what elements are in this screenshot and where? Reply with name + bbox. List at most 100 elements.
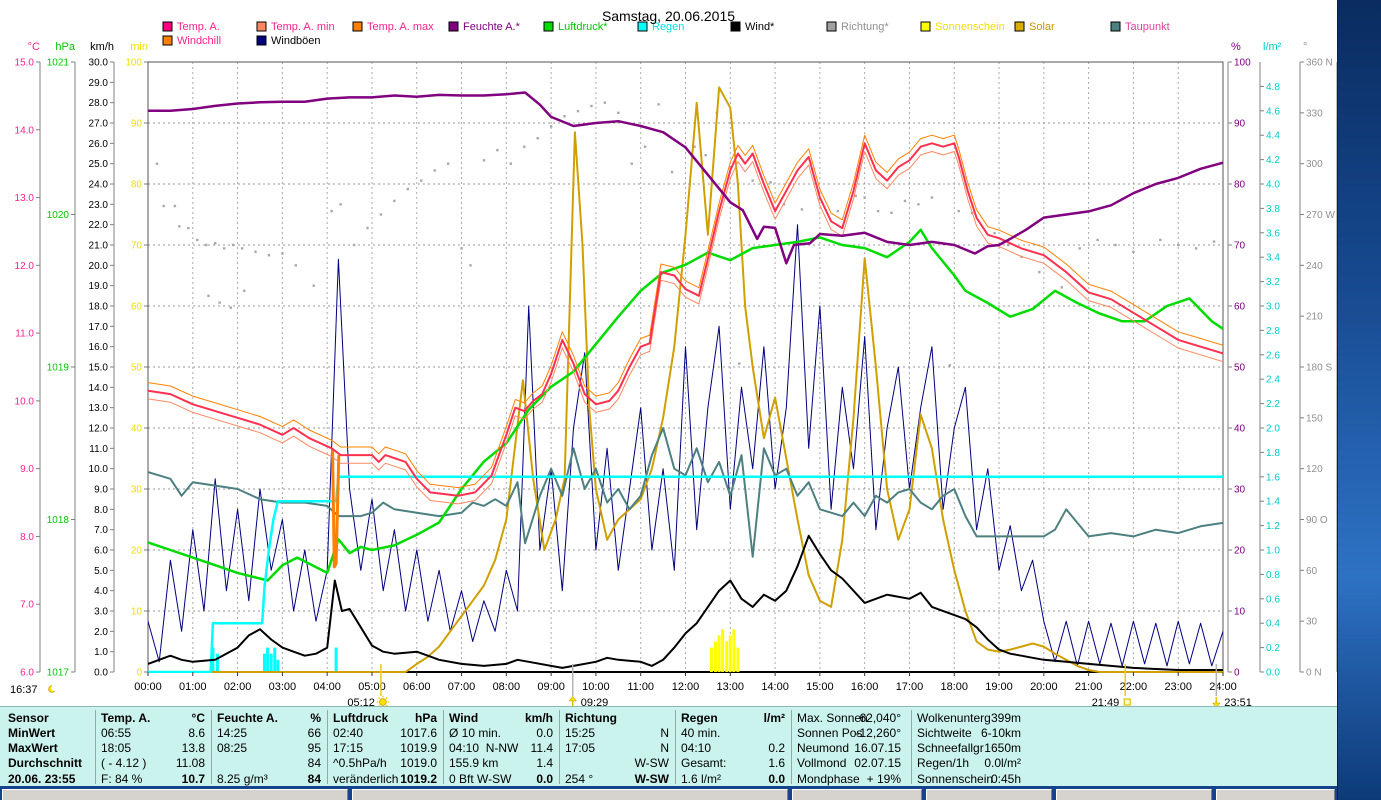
axis-tick-label: 30 xyxy=(1306,617,1318,628)
table-value: 11.4 xyxy=(530,741,553,755)
axis-tick-label: 210 xyxy=(1306,312,1323,323)
axis-tick-label: 7.0 xyxy=(94,525,108,536)
legend-label: Temp. A. min xyxy=(271,21,335,33)
x-tick-label: 07:00 xyxy=(448,681,476,693)
x-tick-label: 15:00 xyxy=(806,681,834,693)
series-Windböen xyxy=(148,224,1223,667)
axis-unit-tempC: °C xyxy=(28,41,40,53)
table-value: + 19% xyxy=(866,772,901,786)
x-tick-label: 22:00 xyxy=(1120,681,1148,693)
table-value-label: Gesamt: xyxy=(681,756,727,770)
statistics-table: Sensor MinWert MaxWert Durchschnitt 20.06. 2… xyxy=(0,706,1337,787)
legend-swatch-Temp. A. max xyxy=(352,21,363,32)
marker-time-label: 05:12 xyxy=(347,697,375,706)
axis-tick-label: 13.0 xyxy=(15,193,35,204)
axis-tick-label: 1019 xyxy=(47,363,70,374)
axis-tick-label: 0.0 xyxy=(94,668,108,679)
table-separator xyxy=(443,710,444,784)
marker-time-label: 21:49 xyxy=(1092,697,1120,706)
table-col-header: Temp. A. xyxy=(101,711,151,725)
legend-label: Windchill xyxy=(177,35,221,47)
status-bar-segment-5 xyxy=(1216,789,1335,800)
axis-tick-label: 20 xyxy=(1234,546,1246,557)
axis-tick-label: 10 xyxy=(1234,607,1246,618)
axis-tick-label: 0.8 xyxy=(1266,570,1280,581)
axis-tick-label: 80 xyxy=(1234,180,1246,191)
axis-tick-label: 3.4 xyxy=(1266,253,1280,264)
axis-tick-label: 100 xyxy=(125,58,142,69)
table-value: 0.0 xyxy=(536,726,553,740)
table-separator xyxy=(675,710,676,784)
axis-tick-label: 14.0 xyxy=(89,383,109,394)
table-value: 10.7 xyxy=(181,772,205,786)
axis-tick-label: 16.0 xyxy=(89,342,109,353)
table-value-label: 04:10 xyxy=(681,741,712,755)
desktop-background-band xyxy=(1337,0,1381,800)
series-Temp. A. min xyxy=(148,151,1223,505)
table-row-label: 20.06. 23:55 xyxy=(8,772,76,786)
table-value-label: 06:55 xyxy=(101,726,132,740)
axis-tick-label: 4.8 xyxy=(1266,82,1280,93)
table-value: 1017.6 xyxy=(400,726,437,740)
table-value-label: 40 min. xyxy=(681,726,721,740)
axis-tick-label: 1017 xyxy=(47,668,70,679)
table-value-label: 18:05 xyxy=(101,741,132,755)
table-value-label: 02:40 xyxy=(333,726,364,740)
table-value-label: 155.9 km xyxy=(449,756,499,770)
status-bar-segment-3 xyxy=(926,789,1052,800)
legend-label: Luftdruck* xyxy=(558,21,608,33)
legend-label: Taupunkt xyxy=(1125,21,1170,33)
legend-swatch-Richtung* xyxy=(826,21,837,32)
axis-tick-label: 6.0 xyxy=(94,546,108,557)
axis-tick-label: 4.2 xyxy=(1266,155,1280,166)
axis-tick-label: 40 xyxy=(131,424,143,435)
axis-tick-label: 3.2 xyxy=(1266,277,1280,288)
axis-tick-label: 11.0 xyxy=(15,329,34,340)
axis-tick-label: 100 xyxy=(1234,58,1251,69)
table-value: 84 xyxy=(307,772,321,786)
axis-tick-label: 50 xyxy=(1234,363,1246,374)
table-value: 0.0 xyxy=(536,772,553,786)
table-value: W-SW xyxy=(634,756,669,770)
axis-tempC: °C 15.0 14.0 13.0 12.0 11.0 10.0 9.0 8.0 7.0 6.0 xyxy=(15,41,41,679)
axis-tick-label: 7.0 xyxy=(20,600,34,611)
legend-label: Richtung* xyxy=(841,21,889,33)
table-separator xyxy=(95,710,96,784)
table-separator xyxy=(211,710,212,784)
axis-tick-label: 10.0 xyxy=(15,396,35,407)
axis-tick-label: 50 xyxy=(131,363,143,374)
axis-tick-label: 1.0 xyxy=(1266,546,1280,557)
axis-tick-label: 9.0 xyxy=(94,485,108,496)
table-col-unit: l/m² xyxy=(763,711,785,725)
x-tick-label: 06:00 xyxy=(403,681,431,693)
axis-kmh: km/h 30.0 29.0 28.0 27.0 26.0 25.0 24.0 23.0 22.0… xyxy=(89,41,115,679)
marker-time-label: 09:29 xyxy=(581,697,609,706)
table-value: 0.2 xyxy=(768,741,785,755)
x-tick-label: 16:00 xyxy=(851,681,879,693)
x-tick-label: 03:00 xyxy=(269,681,297,693)
corner-marker-label: 16:37 xyxy=(10,684,38,696)
table-value: W-SW xyxy=(634,772,669,786)
axis-tick-label: 3.6 xyxy=(1266,228,1280,239)
axis-tick-label: 12.0 xyxy=(89,424,109,435)
axis-unit-lm2: l/m² xyxy=(1263,41,1282,53)
x-tick-label: 21:00 xyxy=(1075,681,1103,693)
legend-swatch-Wind* xyxy=(730,21,741,32)
table-value: 1019.2 xyxy=(400,772,437,786)
legend-label: Sonnenschein xyxy=(935,21,1005,33)
table-row-label: MaxWert xyxy=(8,741,58,755)
axis-tick-label: 1020 xyxy=(47,210,70,221)
x-tick-label: 17:00 xyxy=(896,681,924,693)
axis-tick-label: 10.0 xyxy=(89,464,109,475)
axis-tick-label: 70 xyxy=(1234,241,1246,252)
axis-tick-label: 20.0 xyxy=(89,261,109,272)
table-separator xyxy=(559,710,560,784)
axis-tick-label: 60 xyxy=(131,302,143,313)
x-tick-label: 09:00 xyxy=(537,681,565,693)
x-tick-label: 10:00 xyxy=(582,681,610,693)
axis-tick-label: 19.0 xyxy=(89,281,109,292)
legend-label: Feuchte A.* xyxy=(463,21,521,33)
axis-tick-label: 0 N xyxy=(1306,668,1322,679)
series-Solar xyxy=(148,86,1223,673)
table-value: 66 xyxy=(307,726,321,740)
